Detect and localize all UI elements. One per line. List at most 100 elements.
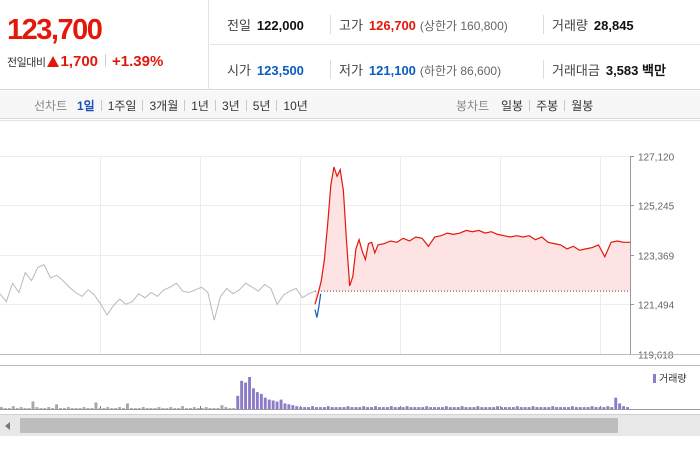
volume-bar <box>216 408 220 409</box>
volume-bar <box>350 407 354 409</box>
volume-bar <box>149 408 153 409</box>
volume-bar <box>232 408 236 409</box>
volume-bar <box>610 407 614 409</box>
volume-bar <box>110 408 114 409</box>
tab-divider <box>214 100 216 111</box>
volume-bar <box>342 407 346 409</box>
tab-divider <box>529 100 531 111</box>
y-tick-label: 121,494 <box>638 301 675 312</box>
volume-bar <box>389 406 393 409</box>
volume-bar <box>161 408 165 409</box>
volume-bar <box>437 407 440 409</box>
stat-low: 저가 121,100 (하한가 86,600) <box>330 60 501 79</box>
stats-row-2: 시가 123,500 저가 121,100 (하한가 86,600) 거래대금 3,58… <box>210 45 700 89</box>
volume-bar <box>82 407 86 409</box>
quote-panel: 123,700 전일대비 1,700 +1.39% 전일 122,000 고가 126,… <box>0 0 700 90</box>
scroll-left-arrow-icon[interactable] <box>5 422 10 430</box>
candle-period-tabs: 일봉 주봉 월봉 <box>501 97 593 114</box>
stat-value: 122,000 <box>256 18 304 33</box>
volume-bar <box>480 407 484 409</box>
volume-bars <box>0 377 629 409</box>
tab-10year[interactable]: 10년 <box>283 99 308 113</box>
volume-bar <box>551 406 555 409</box>
price-box: 123,700 전일대비 1,700 +1.39% <box>0 0 209 90</box>
y-tick-label: 119,618 <box>638 351 674 362</box>
change-label: 전일대비 <box>7 57 46 69</box>
tab-3year[interactable]: 3년 <box>221 99 240 113</box>
price-change: 전일대비 1,700 +1.39% <box>7 53 163 70</box>
volume-legend-label: 거래량 <box>659 373 687 385</box>
volume-bar <box>318 407 322 409</box>
volume-bar <box>126 403 129 409</box>
volume-bar <box>452 407 456 409</box>
volume-bar <box>133 408 137 409</box>
volume-bar <box>27 408 31 409</box>
volume-bar <box>543 407 547 409</box>
volume-bar <box>346 406 350 409</box>
tab-3month[interactable]: 3개월 <box>149 99 179 113</box>
volume-bar <box>492 407 496 409</box>
volume-bar <box>228 408 232 409</box>
volume-bar <box>488 407 492 409</box>
stat-value: 126,700 <box>368 18 416 33</box>
stats-row-1: 전일 122,000 고가 126,700 (상한가 160,800) 거래량 28,8… <box>210 0 700 44</box>
scroll-thumb[interactable] <box>20 418 618 433</box>
volume-bar <box>618 403 622 409</box>
volume-grid <box>0 365 700 410</box>
volume-legend-swatch <box>653 374 656 383</box>
volume-bar <box>43 408 47 409</box>
volume-bar <box>11 406 15 409</box>
tab-weekly-candle[interactable]: 주봉 <box>536 99 559 113</box>
previous-day-line <box>0 264 316 321</box>
price-chart[interactable]: 127,120 125,245 123,369 121,494 119,618 <box>0 120 700 365</box>
tab-monthly-candle[interactable]: 월봉 <box>571 99 594 113</box>
volume-bar <box>236 395 240 409</box>
volume-bar <box>0 407 3 409</box>
tab-1week[interactable]: 1주일 <box>107 99 137 113</box>
tab-divider <box>564 100 566 111</box>
tab-1day[interactable]: 1일 <box>77 99 95 113</box>
volume-bar <box>196 408 200 409</box>
volume-bar <box>456 407 460 409</box>
volume-bar <box>484 407 488 409</box>
line-chart-title: 선차트 <box>34 99 68 113</box>
volume-bar <box>15 408 19 409</box>
tab-5year[interactable]: 5년 <box>252 99 271 113</box>
tab-daily-candle[interactable]: 일봉 <box>501 99 524 113</box>
tab-1year[interactable]: 1년 <box>191 99 209 113</box>
volume-bar <box>464 407 468 409</box>
volume-bar <box>192 407 196 409</box>
volume-bar <box>602 407 606 409</box>
volume-bar <box>19 407 23 409</box>
volume-bar <box>55 404 58 409</box>
stats-divider <box>210 44 700 45</box>
volume-bar <box>137 408 141 409</box>
volume-bar <box>291 405 295 409</box>
volume-bar <box>417 407 421 409</box>
volume-bar <box>86 408 90 409</box>
volume-bar <box>570 406 574 409</box>
volume-bar <box>472 407 476 409</box>
volume-bar <box>381 407 385 409</box>
stat-value: 123,500 <box>256 63 304 78</box>
volume-bar <box>311 406 314 409</box>
quote-stats: 전일 122,000 고가 126,700 (상한가 160,800) 거래량 28,8… <box>210 0 700 90</box>
volume-bar <box>74 408 78 409</box>
volume-bar <box>279 399 283 409</box>
stat-label: 시가 <box>227 63 251 78</box>
volume-bar <box>500 407 503 409</box>
volume-bar <box>94 402 98 409</box>
volume-bar <box>307 407 310 409</box>
chart-scrollbar[interactable] <box>0 414 700 436</box>
volume-bar <box>559 407 562 409</box>
tab-divider <box>184 100 186 111</box>
volume-bar <box>519 407 523 409</box>
stat-label: 거래대금 <box>552 63 600 78</box>
volume-bar <box>173 408 177 409</box>
y-tick-label: 123,369 <box>638 252 675 263</box>
volume-bar <box>330 407 334 409</box>
volume-bar <box>295 406 299 409</box>
volume-bar <box>98 408 102 409</box>
volume-bar <box>444 406 448 409</box>
volume-bar <box>165 408 169 409</box>
